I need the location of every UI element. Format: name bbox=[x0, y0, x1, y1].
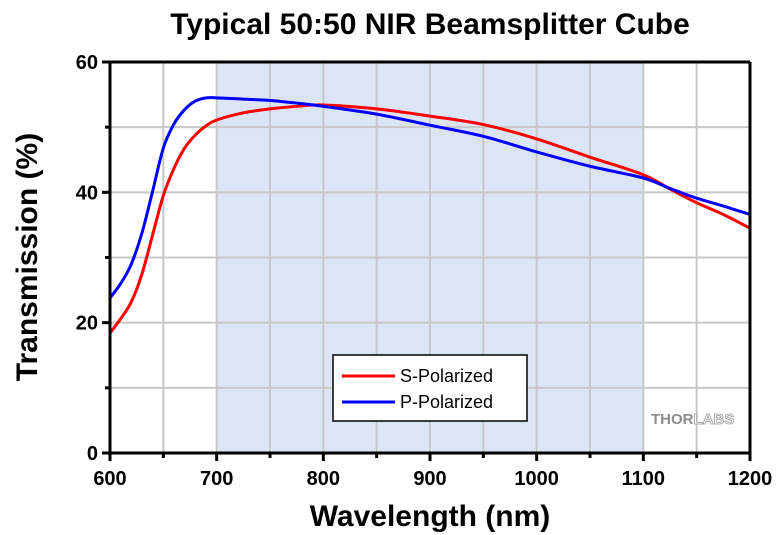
y-tick-label: 60 bbox=[76, 52, 98, 74]
x-tick-label: 1200 bbox=[728, 468, 773, 490]
x-tick-label: 800 bbox=[307, 468, 340, 490]
logo-labs-text: LABS bbox=[694, 411, 735, 428]
legend-label-p-polarized: P-Polarized bbox=[400, 392, 493, 412]
x-tick-label: 700 bbox=[200, 468, 233, 490]
chart-title: Typical 50:50 NIR Beamsplitter Cube bbox=[170, 8, 690, 41]
logo-thor-text: THOR bbox=[651, 411, 694, 428]
series-line-p-polarized bbox=[108, 96, 752, 300]
svg-text:THORLABS: THORLABS bbox=[651, 411, 734, 428]
x-tick-label: 1100 bbox=[622, 468, 665, 490]
y-tick-label: 40 bbox=[76, 182, 98, 204]
legend: S-Polarized P-Polarized bbox=[332, 354, 528, 422]
y-tick-label: 20 bbox=[76, 313, 98, 335]
x-tick-label: 600 bbox=[93, 468, 126, 490]
legend-box bbox=[332, 354, 528, 422]
y-tick-label: 0 bbox=[87, 443, 98, 465]
x-axis-label: Wavelength (nm) bbox=[310, 500, 551, 533]
series-line-s-polarized bbox=[108, 103, 752, 335]
x-tick-label: 1000 bbox=[514, 468, 559, 490]
y-axis-label: Transmission (%) bbox=[11, 133, 44, 381]
thorlabs-logo: THORLABS bbox=[651, 411, 735, 429]
legend-label-s-polarized: S-Polarized bbox=[400, 366, 493, 386]
x-tick-label: 900 bbox=[413, 468, 446, 490]
